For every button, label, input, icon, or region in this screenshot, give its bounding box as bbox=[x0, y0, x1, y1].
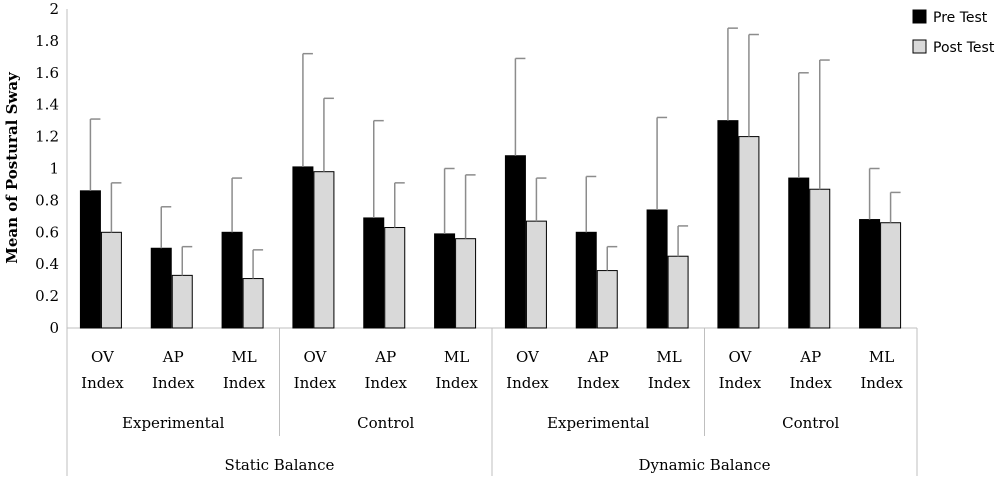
bar-post-test bbox=[313, 171, 335, 329]
y-tick-label: 2 bbox=[49, 0, 59, 18]
category-labels: OV Index AP Index ML Index OV Index AP Index ML Ind… bbox=[66, 328, 918, 476]
group-label-level2: Dynamic Balance bbox=[639, 456, 771, 474]
bar-post-test bbox=[596, 270, 618, 329]
group-label-level1: Control bbox=[357, 414, 414, 432]
x-category-label: Index bbox=[364, 374, 407, 392]
x-category-label: ML bbox=[656, 348, 681, 366]
x-category-label: OV bbox=[728, 348, 752, 366]
x-category-label: Index bbox=[719, 374, 762, 392]
x-category-label: ML bbox=[231, 348, 256, 366]
x-category-label: ML bbox=[444, 348, 469, 366]
bar-pre-test bbox=[646, 209, 668, 329]
y-tick-label: 0.2 bbox=[35, 287, 59, 305]
bar-post-test bbox=[809, 188, 831, 329]
bar-pre-test bbox=[221, 231, 243, 329]
bar-pre-test bbox=[363, 217, 385, 329]
bar-pre-test bbox=[575, 231, 597, 329]
bar-pre-test bbox=[292, 166, 314, 329]
x-category-label: Index bbox=[789, 374, 832, 392]
group-label-level2: Static Balance bbox=[225, 456, 335, 474]
x-category-label: Index bbox=[223, 374, 266, 392]
y-tick-label: 1.8 bbox=[35, 32, 59, 50]
bar-post-test bbox=[171, 274, 193, 329]
legend-swatch bbox=[912, 9, 927, 24]
y-tick-label: 1.6 bbox=[35, 64, 59, 82]
x-category-label: Index bbox=[435, 374, 478, 392]
x-category-label: AP bbox=[799, 348, 821, 366]
x-category-label: AP bbox=[374, 348, 396, 366]
legend-entry: Post Test bbox=[933, 40, 995, 56]
bar-post-test bbox=[100, 231, 122, 329]
x-category-label: OV bbox=[516, 348, 540, 366]
bar-post-test bbox=[667, 255, 689, 329]
bar-post-test bbox=[880, 222, 902, 329]
group-label-level1: Experimental bbox=[122, 414, 225, 432]
bar-pre-test bbox=[150, 247, 172, 329]
x-category-label: Index bbox=[152, 374, 195, 392]
bars bbox=[79, 27, 902, 329]
group-label-level1: Control bbox=[782, 414, 839, 432]
x-category-label: Index bbox=[294, 374, 337, 392]
bar-post-test bbox=[525, 220, 547, 329]
legend-swatch bbox=[912, 39, 927, 54]
x-category-label: OV bbox=[303, 348, 327, 366]
bar-pre-test bbox=[504, 155, 526, 329]
bar-pre-test bbox=[434, 233, 456, 329]
axes: 0 0.2 0.4 0.6 0.8 1 1.2 1.4 1.6 1.8 2 bbox=[35, 0, 917, 337]
y-tick-label: 1.2 bbox=[35, 128, 59, 146]
y-tick-label: 0.4 bbox=[35, 255, 59, 273]
x-category-label: AP bbox=[162, 348, 184, 366]
bar-pre-test bbox=[79, 190, 101, 329]
y-axis-title: Mean of Postural Sway bbox=[3, 71, 21, 264]
x-category-label: AP bbox=[587, 348, 609, 366]
bar-post-test bbox=[384, 227, 406, 329]
legend-entry: Pre Test bbox=[933, 10, 988, 26]
bar-post-test bbox=[455, 238, 477, 329]
y-tick-label: 0.6 bbox=[35, 223, 59, 241]
bar-pre-test bbox=[717, 120, 739, 329]
group-label-level1: Experimental bbox=[547, 414, 650, 432]
x-category-label: ML bbox=[869, 348, 894, 366]
y-tick-label: 0.8 bbox=[35, 191, 59, 209]
x-category-label: OV bbox=[91, 348, 115, 366]
y-tick-label: 1 bbox=[49, 160, 59, 178]
x-category-label: Index bbox=[860, 374, 903, 392]
y-tick-label: 1.4 bbox=[35, 96, 59, 114]
legend: Pre Test Post Test bbox=[912, 9, 995, 56]
x-category-label: Index bbox=[648, 374, 691, 392]
x-category-label: Index bbox=[81, 374, 124, 392]
x-category-label: Index bbox=[506, 374, 549, 392]
bar-pre-test bbox=[788, 177, 810, 329]
bar-pre-test bbox=[859, 219, 881, 329]
y-tick-label: 0 bbox=[49, 319, 59, 337]
bar-post-test bbox=[738, 136, 760, 329]
x-category-label: Index bbox=[577, 374, 620, 392]
bar-post-test bbox=[242, 278, 264, 329]
